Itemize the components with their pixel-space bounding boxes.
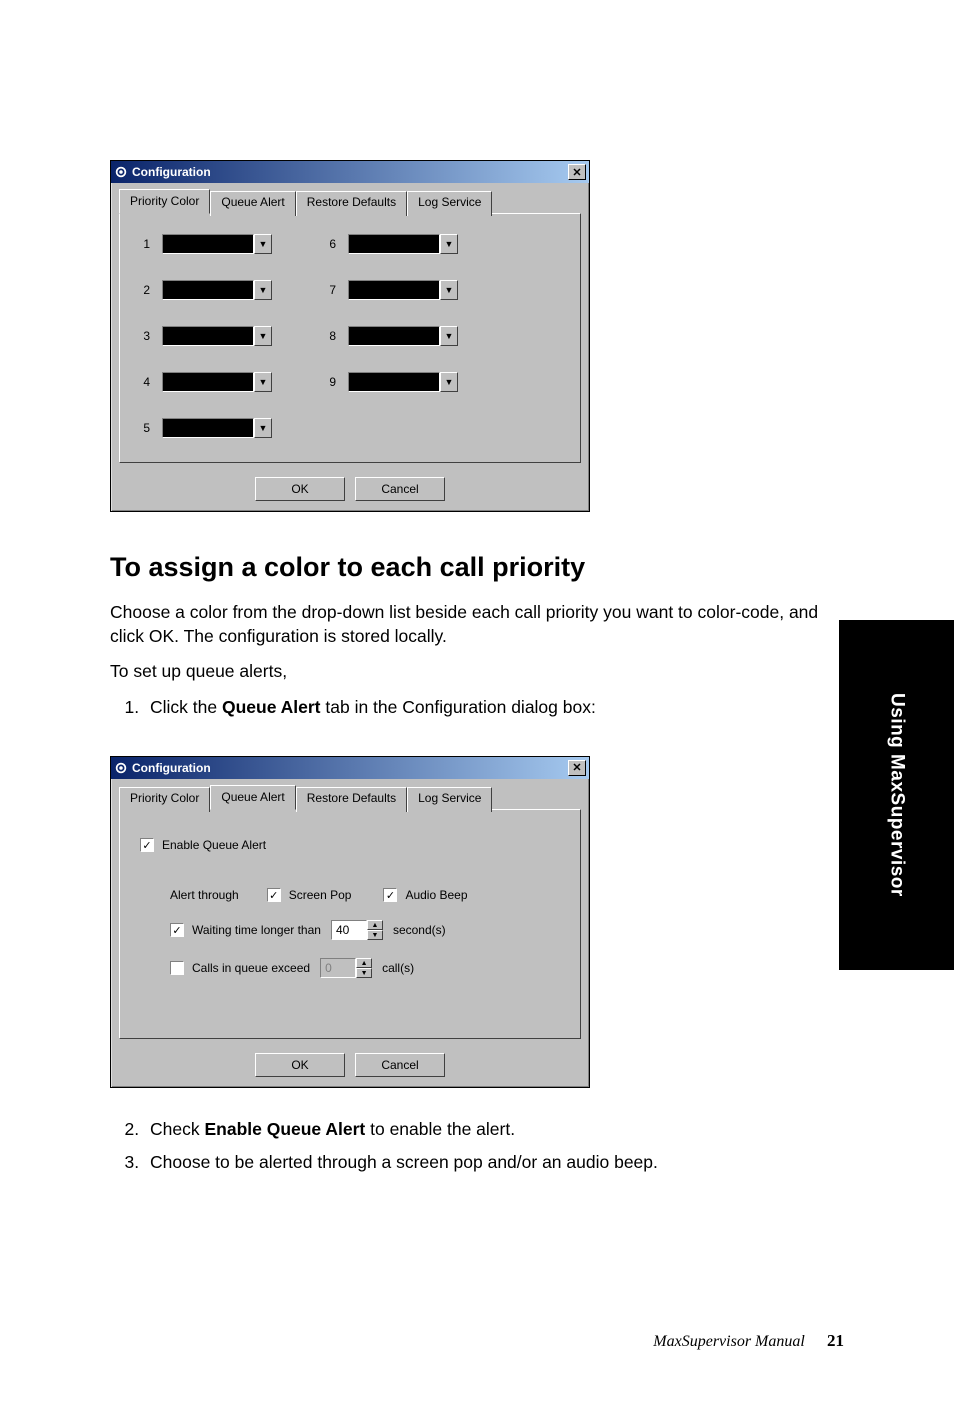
checkbox-label: Waiting time longer than [192,923,321,937]
tab-panel-queue-alert: ✓ Enable Queue Alert Alert through ✓ Scr… [119,809,581,1039]
priority-9-color-combo[interactable]: ▼ [348,372,458,392]
waiting-time-checkbox[interactable]: ✓ Waiting time longer than [170,923,321,937]
gear-icon [114,165,128,179]
chevron-down-icon[interactable]: ▼ [254,372,272,392]
priority-number: 5 [138,421,156,435]
page-footer: MaxSupervisor Manual 21 [653,1331,844,1351]
chevron-down-icon[interactable]: ▼ [440,372,458,392]
check-icon: ✓ [140,838,154,852]
priority-number: 6 [324,237,342,251]
check-icon: ✓ [383,888,397,902]
priority-1-color-combo[interactable]: ▼ [162,234,272,254]
waiting-time-value[interactable]: 40 [331,920,367,940]
checkbox-label: Screen Pop [289,888,352,902]
audio-beep-checkbox[interactable]: ✓ Audio Beep [383,888,467,902]
page-content: Configuration ✕ Priority Color Queue Ale… [0,0,954,1411]
close-button[interactable]: ✕ [568,164,586,180]
step-bold: Enable Queue Alert [204,1119,365,1139]
configuration-dialog-priority-color: Configuration ✕ Priority Color Queue Ale… [110,160,590,512]
screen-pop-checkbox[interactable]: ✓ Screen Pop [267,888,352,902]
chevron-down-icon[interactable]: ▼ [254,418,272,438]
check-icon: ✓ [170,923,184,937]
paragraph: To set up queue alerts, [110,660,844,684]
footer-page-number: 21 [827,1331,844,1350]
dialog-titlebar: Configuration ✕ [111,161,589,183]
priority-3-color-combo[interactable]: ▼ [162,326,272,346]
priority-5-color-combo[interactable]: ▼ [162,418,272,438]
tab-restore-defaults[interactable]: Restore Defaults [296,787,407,812]
step-3: Choose to be alerted through a screen po… [144,1151,844,1175]
step-text: Check [150,1119,204,1139]
unit-label: call(s) [382,961,414,975]
priority-2-color-combo[interactable]: ▼ [162,280,272,300]
tab-restore-defaults[interactable]: Restore Defaults [296,191,407,216]
chevron-down-icon[interactable]: ▼ [440,326,458,346]
dialog-buttons: OK Cancel [119,1053,581,1077]
step-text: Click the [150,697,222,717]
tab-queue-alert[interactable]: Queue Alert [210,785,295,810]
spin-up-icon[interactable]: ▲ [367,920,383,930]
footer-manual: MaxSupervisor Manual [653,1333,805,1350]
calls-exceed-spinner[interactable]: 0 ▲▼ [320,958,372,978]
spin-down-icon[interactable]: ▼ [367,930,383,940]
priority-color-grid: 1 ▼ 6 ▼ 2 ▼ 7 ▼ 3 ▼ 8 ▼ 4 ▼ [138,234,562,438]
chevron-down-icon[interactable]: ▼ [440,280,458,300]
tabstrip: Priority Color Queue Alert Restore Defau… [119,189,581,214]
calls-exceed-checkbox[interactable]: Calls in queue exceed [170,961,310,975]
dialog-title: Configuration [132,761,568,775]
spin-up-icon[interactable]: ▲ [356,958,372,968]
tab-log-service[interactable]: Log Service [407,191,492,216]
section-heading: To assign a color to each call priority [110,552,844,583]
priority-7-color-combo[interactable]: ▼ [348,280,458,300]
check-icon [170,961,184,975]
close-button[interactable]: ✕ [568,760,586,776]
cancel-button[interactable]: Cancel [355,1053,445,1077]
configuration-dialog-queue-alert: Configuration ✕ Priority Color Queue Ale… [110,756,590,1088]
step-text: tab in the Configuration dialog box: [321,697,596,717]
tab-panel-priority-color: 1 ▼ 6 ▼ 2 ▼ 7 ▼ 3 ▼ 8 ▼ 4 ▼ [119,213,581,463]
priority-number: 3 [138,329,156,343]
checkbox-label: Calls in queue exceed [192,961,310,975]
waiting-time-spinner[interactable]: 40 ▲▼ [331,920,383,940]
step-2: Check Enable Queue Alert to enable the a… [144,1118,844,1142]
dialog-titlebar: Configuration ✕ [111,757,589,779]
dialog-buttons: OK Cancel [119,477,581,501]
tab-priority-color[interactable]: Priority Color [119,787,210,812]
tab-priority-color[interactable]: Priority Color [119,189,210,214]
chevron-down-icon[interactable]: ▼ [254,280,272,300]
priority-number: 9 [324,375,342,389]
dialog-title: Configuration [132,165,568,179]
tab-queue-alert[interactable]: Queue Alert [210,191,295,216]
priority-number: 1 [138,237,156,251]
step-bold: Queue Alert [222,697,321,717]
cancel-button[interactable]: Cancel [355,477,445,501]
priority-4-color-combo[interactable]: ▼ [162,372,272,392]
step-1: Click the Queue Alert tab in the Configu… [144,696,844,720]
unit-label: second(s) [393,923,446,937]
priority-8-color-combo[interactable]: ▼ [348,326,458,346]
gear-icon [114,761,128,775]
priority-number: 8 [324,329,342,343]
chevron-down-icon[interactable]: ▼ [254,234,272,254]
priority-6-color-combo[interactable]: ▼ [348,234,458,254]
check-icon: ✓ [267,888,281,902]
chevron-down-icon[interactable]: ▼ [254,326,272,346]
priority-number: 4 [138,375,156,389]
priority-number: 7 [324,283,342,297]
alert-through-label: Alert through [170,888,239,902]
enable-queue-alert-checkbox[interactable]: ✓ Enable Queue Alert [140,838,266,852]
tabstrip: Priority Color Queue Alert Restore Defau… [119,785,581,810]
chevron-down-icon[interactable]: ▼ [440,234,458,254]
checkbox-label: Enable Queue Alert [162,838,266,852]
checkbox-label: Audio Beep [405,888,467,902]
ok-button[interactable]: OK [255,1053,345,1077]
step-text: to enable the alert. [365,1119,515,1139]
calls-exceed-value: 0 [320,958,356,978]
tab-log-service[interactable]: Log Service [407,787,492,812]
priority-number: 2 [138,283,156,297]
paragraph: Choose a color from the drop-down list b… [110,601,844,648]
spin-down-icon[interactable]: ▼ [356,968,372,978]
ok-button[interactable]: OK [255,477,345,501]
